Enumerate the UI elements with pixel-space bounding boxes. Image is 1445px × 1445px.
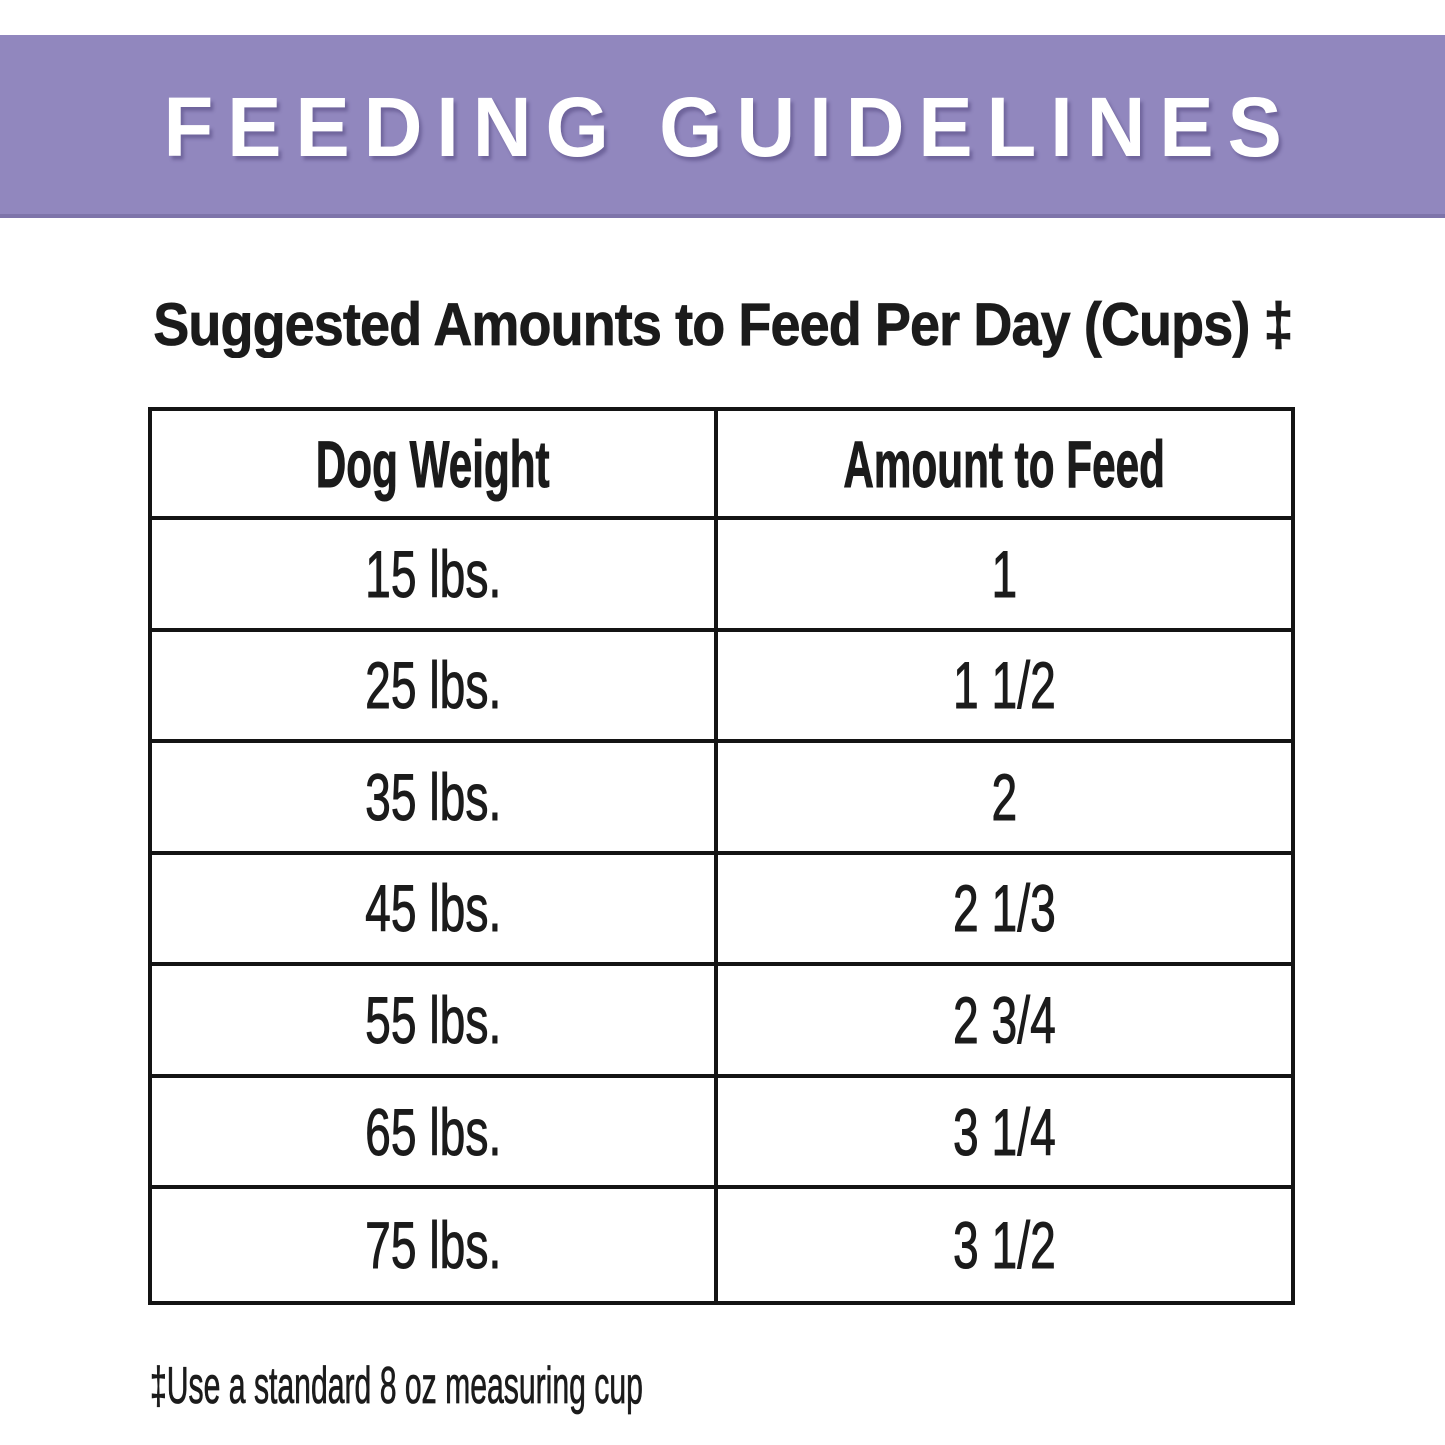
amount-cell: 2 3/4 <box>718 966 1291 1078</box>
column-header-label: Dog Weight <box>316 426 550 501</box>
amount-value: 2 3/4 <box>953 983 1056 1058</box>
dog-weight-cell: 75 lbs. <box>152 1189 718 1301</box>
feeding-guidelines-banner: FEEDING GUIDELINES <box>0 35 1445 218</box>
dog-weight-cell: 45 lbs. <box>152 854 718 967</box>
amount-value: 2 <box>991 759 1018 834</box>
amount-value: 1 1/2 <box>953 648 1056 723</box>
measuring-cup-footnote: ‡Use a standard 8 oz measuring cup <box>150 1357 1000 1415</box>
dog-weight-cell: 35 lbs. <box>152 743 718 855</box>
dog-weight-value: 65 lbs. <box>364 1094 502 1169</box>
amount-cell: 3 1/2 <box>718 1189 1291 1301</box>
dog-weight-value: 15 lbs. <box>364 536 502 611</box>
dog-weight-value: 25 lbs. <box>364 648 502 723</box>
dog-weight-value: 75 lbs. <box>364 1208 502 1283</box>
amount-value: 3 1/4 <box>953 1094 1056 1169</box>
column-header-label: Amount to Feed <box>843 426 1166 501</box>
amount-cell: 3 1/4 <box>718 1078 1291 1190</box>
amount-cell: 1 <box>718 520 1291 632</box>
amount-cell: 2 1/3 <box>718 855 1291 967</box>
dog-weight-cell: 55 lbs. <box>152 966 718 1078</box>
section-heading: Suggested Amounts to Feed Per Day (Cups)… <box>0 291 1445 358</box>
dog-weight-value: 35 lbs. <box>364 759 502 834</box>
amount-cell: 2 <box>718 743 1291 855</box>
amount-cell: 1 1/2 <box>718 632 1291 744</box>
dog-weight-cell: 25 lbs. <box>152 631 718 744</box>
dog-weight-value: 45 lbs. <box>364 871 502 946</box>
feeding-table: Dog Weight Amount to Feed 15 lbs. 1 25 l… <box>148 407 1295 1305</box>
column-header-amount-to-feed: Amount to Feed <box>718 411 1291 520</box>
dog-weight-cell: 15 lbs. <box>152 520 718 632</box>
column-header-dog-weight: Dog Weight <box>152 411 718 520</box>
amount-value: 2 1/3 <box>953 871 1056 946</box>
banner-title: FEEDING GUIDELINES <box>163 79 1296 174</box>
section-heading-text: Suggested Amounts to Feed Per Day (Cups)… <box>152 291 1293 358</box>
amount-value: 1 <box>991 536 1018 611</box>
amount-value: 3 1/2 <box>953 1208 1056 1283</box>
dog-weight-cell: 65 lbs. <box>152 1077 718 1190</box>
measuring-cup-footnote-text: ‡Use a standard 8 oz measuring cup <box>150 1357 643 1415</box>
dog-weight-value: 55 lbs. <box>364 983 502 1058</box>
